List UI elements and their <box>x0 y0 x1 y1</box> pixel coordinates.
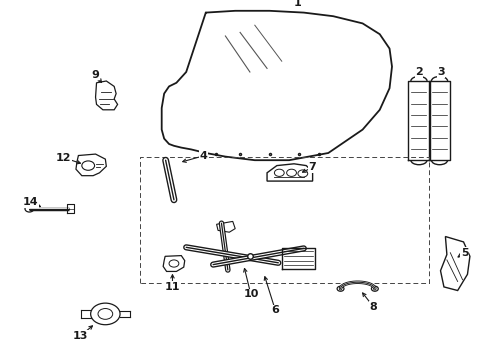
Text: 13: 13 <box>73 330 89 341</box>
Text: 14: 14 <box>23 197 38 207</box>
Text: 3: 3 <box>437 67 445 77</box>
Text: 12: 12 <box>56 153 72 163</box>
Text: 10: 10 <box>243 289 259 300</box>
Text: 11: 11 <box>165 282 180 292</box>
Text: 4: 4 <box>199 151 207 161</box>
Text: 8: 8 <box>369 302 377 312</box>
Text: 1: 1 <box>294 0 302 8</box>
Text: 7: 7 <box>309 162 317 172</box>
Text: 2: 2 <box>415 67 423 77</box>
Text: 6: 6 <box>271 305 279 315</box>
Text: 5: 5 <box>461 248 468 258</box>
Text: 9: 9 <box>92 69 99 80</box>
